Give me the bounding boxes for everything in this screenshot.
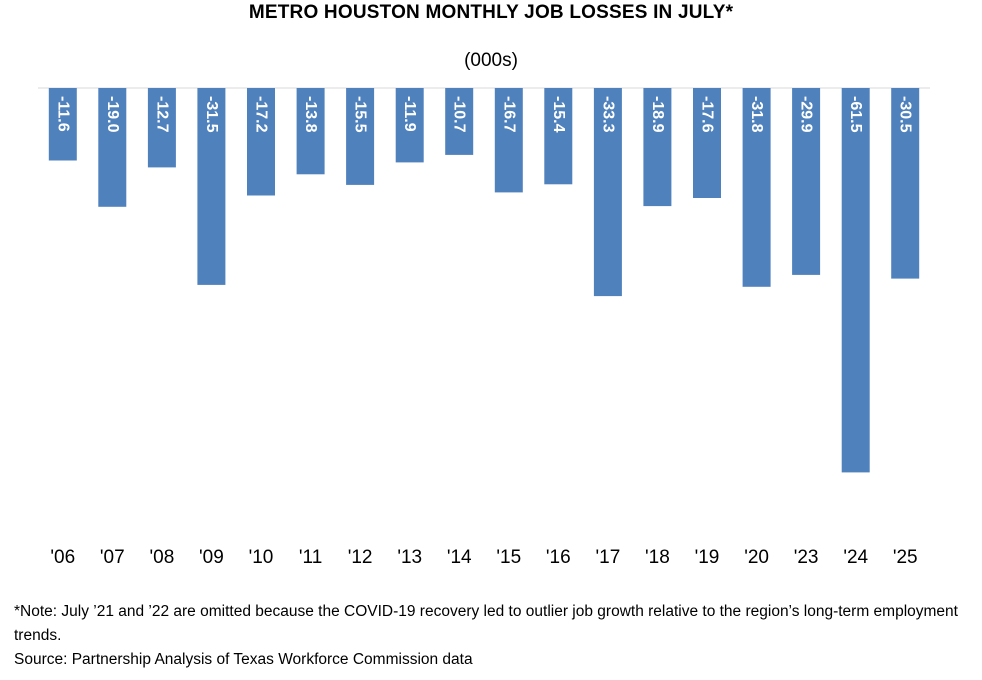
- footnote-source: Source: Partnership Analysis of Texas Wo…: [14, 651, 473, 668]
- data-label: -11.9: [401, 96, 418, 132]
- x-tick-label: '19: [695, 547, 720, 568]
- data-label: -16.7: [500, 96, 517, 133]
- x-tick-label: '16: [546, 547, 571, 568]
- bar: [445, 88, 474, 155]
- data-label: -30.5: [897, 96, 914, 133]
- x-tick-label: '14: [447, 547, 472, 568]
- bar: [494, 88, 523, 193]
- x-tick-label: '15: [496, 547, 521, 568]
- bar: [792, 88, 821, 275]
- data-label: -33.3: [599, 96, 616, 133]
- data-label: -13.8: [302, 96, 319, 133]
- data-label: -17.2: [253, 96, 270, 133]
- data-label: -29.9: [798, 96, 815, 133]
- x-tick-label: '12: [348, 547, 373, 568]
- footnote-note: *Note: July ’21 and ’22 are omitted beca…: [14, 603, 958, 644]
- bar: [841, 88, 870, 473]
- data-label: -61.5: [847, 96, 864, 133]
- bar-chart: -11.6 '06 -19.0 '07 -12.7 '08 -31.5 '09 -17.2 '10…: [38, 87, 930, 568]
- bar: [247, 88, 275, 196]
- chart-title: METRO HOUSTON MONTHLY JOB LOSSES IN JULY…: [248, 2, 734, 23]
- x-tick-label: '24: [843, 547, 868, 568]
- x-tick-label: '07: [100, 547, 125, 568]
- bar: [742, 88, 771, 287]
- x-tick-label: '13: [397, 547, 422, 568]
- data-label: -18.9: [649, 96, 666, 133]
- data-label: -17.6: [699, 96, 716, 133]
- data-label: -15.4: [550, 96, 567, 133]
- bar: [98, 88, 127, 207]
- bar: [395, 88, 424, 163]
- x-tick-label: '20: [744, 547, 769, 568]
- bar: [593, 88, 622, 297]
- x-tick-label: '08: [150, 547, 175, 568]
- bar: [891, 88, 920, 279]
- bar: [48, 88, 77, 161]
- data-label: -15.5: [352, 96, 369, 133]
- data-label: -19.0: [104, 96, 121, 133]
- x-tick-label: '18: [645, 547, 670, 568]
- data-label: -10.7: [451, 96, 468, 133]
- x-tick-label: '17: [596, 547, 621, 568]
- footnote: *Note: July ’21 and ’22 are omitted beca…: [14, 600, 974, 672]
- chart-subtitle: (000s): [464, 50, 518, 71]
- data-label: -11.6: [54, 96, 71, 132]
- bar: [296, 88, 325, 175]
- bar: [544, 88, 573, 185]
- bar: [197, 88, 226, 285]
- bar: [643, 88, 672, 207]
- x-tick-label: '11: [299, 547, 322, 568]
- x-tick-label: '06: [50, 547, 75, 568]
- data-label: -31.8: [748, 96, 765, 133]
- x-tick-label: '23: [794, 547, 819, 568]
- bar: [147, 88, 176, 168]
- x-tick-label: '25: [893, 547, 918, 568]
- data-label: -12.7: [153, 96, 170, 133]
- x-tick-label: '09: [199, 547, 224, 568]
- bar: [346, 88, 375, 185]
- x-tick-label: '10: [249, 547, 274, 568]
- data-label: -31.5: [203, 96, 220, 133]
- bar: [693, 88, 721, 198]
